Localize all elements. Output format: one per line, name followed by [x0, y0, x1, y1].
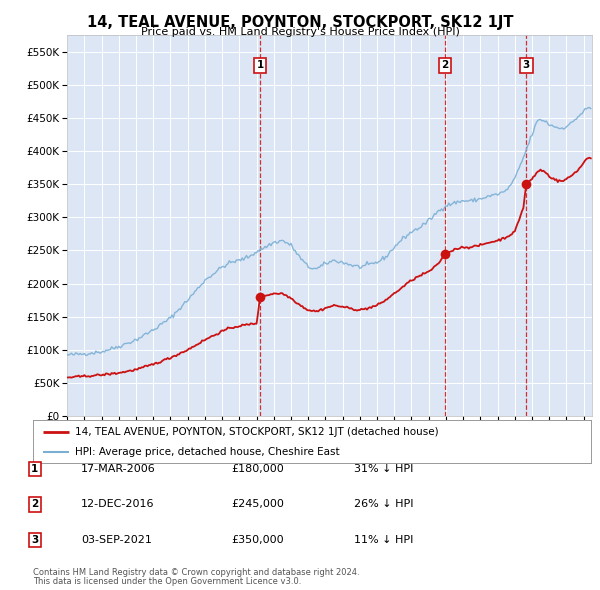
Text: 1: 1 — [31, 464, 38, 474]
Text: 2: 2 — [442, 60, 449, 70]
Text: 14, TEAL AVENUE, POYNTON, STOCKPORT, SK12 1JT: 14, TEAL AVENUE, POYNTON, STOCKPORT, SK1… — [87, 15, 513, 30]
Text: 1: 1 — [257, 60, 264, 70]
Text: 3: 3 — [31, 535, 38, 545]
Text: £245,000: £245,000 — [231, 500, 284, 509]
Text: 2: 2 — [31, 500, 38, 509]
Text: 11% ↓ HPI: 11% ↓ HPI — [354, 535, 413, 545]
Text: Price paid vs. HM Land Registry's House Price Index (HPI): Price paid vs. HM Land Registry's House … — [140, 27, 460, 37]
Text: 3: 3 — [523, 60, 530, 70]
Text: 17-MAR-2006: 17-MAR-2006 — [81, 464, 156, 474]
Text: £350,000: £350,000 — [231, 535, 284, 545]
Text: 03-SEP-2021: 03-SEP-2021 — [81, 535, 152, 545]
Text: 31% ↓ HPI: 31% ↓ HPI — [354, 464, 413, 474]
Text: HPI: Average price, detached house, Cheshire East: HPI: Average price, detached house, Ches… — [75, 447, 340, 457]
Text: This data is licensed under the Open Government Licence v3.0.: This data is licensed under the Open Gov… — [33, 577, 301, 586]
Text: £180,000: £180,000 — [231, 464, 284, 474]
Text: 12-DEC-2016: 12-DEC-2016 — [81, 500, 155, 509]
Text: 14, TEAL AVENUE, POYNTON, STOCKPORT, SK12 1JT (detached house): 14, TEAL AVENUE, POYNTON, STOCKPORT, SK1… — [75, 427, 439, 437]
Text: Contains HM Land Registry data © Crown copyright and database right 2024.: Contains HM Land Registry data © Crown c… — [33, 568, 359, 576]
Text: 26% ↓ HPI: 26% ↓ HPI — [354, 500, 413, 509]
